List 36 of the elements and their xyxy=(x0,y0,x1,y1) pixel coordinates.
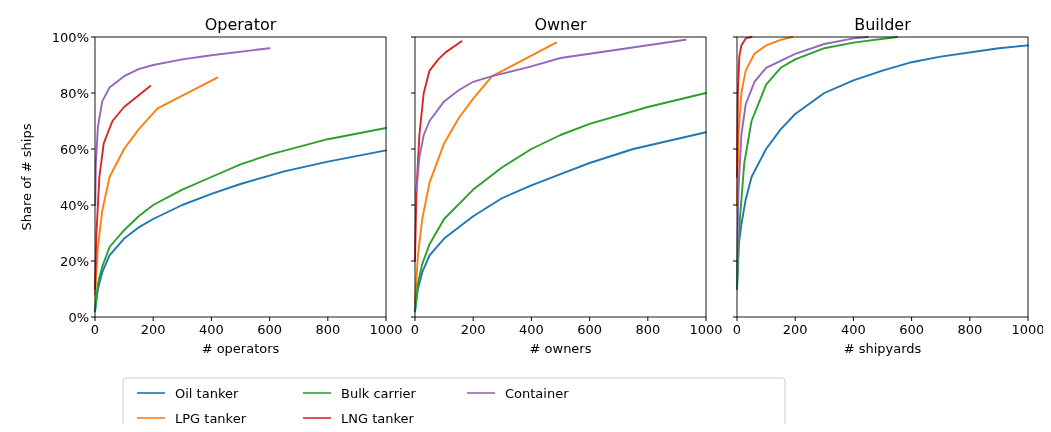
y-tick-label: 0% xyxy=(68,309,89,325)
x-tick-label: 400 xyxy=(840,322,866,337)
y-tick-label: 80% xyxy=(60,85,89,101)
legend-label: Oil tanker xyxy=(175,385,239,401)
x-tick-label: 800 xyxy=(635,322,661,337)
x-tick-label: 600 xyxy=(257,322,283,337)
x-tick-label: 600 xyxy=(899,322,925,337)
legend-label: LPG tanker xyxy=(175,410,247,426)
x-tick-label: 1000 xyxy=(689,322,723,337)
y-tick-label: 20% xyxy=(60,253,89,269)
y-axis-title: Share of # ships xyxy=(19,123,34,231)
chart-title: Owner xyxy=(534,15,588,34)
x-tick-label: 0 xyxy=(410,322,420,337)
legend-label: Bulk carrier xyxy=(341,385,417,401)
y-tick-label: 100% xyxy=(51,29,89,45)
x-tick-label: 200 xyxy=(140,322,166,337)
x-tick-label: 200 xyxy=(460,322,486,337)
y-tick-label: 60% xyxy=(60,141,89,157)
x-tick-label: 1000 xyxy=(1011,322,1045,337)
x-axis-title: # operators xyxy=(201,341,280,356)
x-tick-label: 400 xyxy=(198,322,224,337)
legend-label: LNG tanker xyxy=(341,410,415,426)
x-tick-label: 800 xyxy=(315,322,341,337)
chart-title: Operator xyxy=(204,15,277,34)
x-axis-title: # owners xyxy=(529,341,592,356)
x-tick-label: 0 xyxy=(732,322,742,337)
legend-label: Container xyxy=(505,385,570,401)
x-tick-label: 1000 xyxy=(369,322,403,337)
x-tick-label: 200 xyxy=(782,322,808,337)
x-tick-label: 0 xyxy=(90,322,100,337)
y-tick-label: 40% xyxy=(60,197,89,213)
x-tick-label: 400 xyxy=(518,322,544,337)
x-tick-label: 600 xyxy=(577,322,603,337)
chart-title: Builder xyxy=(854,15,912,34)
x-axis-title: # shipyards xyxy=(843,341,922,356)
x-tick-label: 800 xyxy=(957,322,983,337)
